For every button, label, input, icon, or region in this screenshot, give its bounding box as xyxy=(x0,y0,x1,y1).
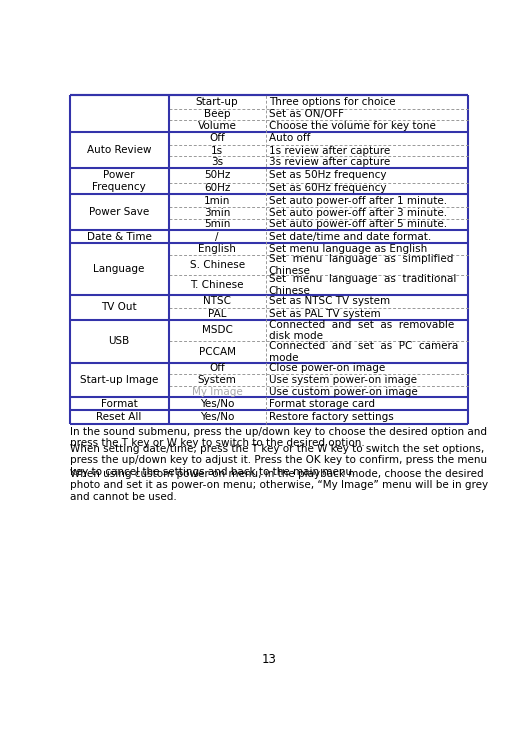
Text: Start-up: Start-up xyxy=(196,97,238,107)
Text: Auto off: Auto off xyxy=(269,133,310,143)
Text: Use system power-on image: Use system power-on image xyxy=(269,375,417,385)
Text: Connected  and  set  as  PC  camera
mode: Connected and set as PC camera mode xyxy=(269,341,458,363)
Text: Set auto power-off after 1 minute.: Set auto power-off after 1 minute. xyxy=(269,195,447,206)
Text: Restore factory settings: Restore factory settings xyxy=(269,412,393,422)
Text: Use custom power-on image: Use custom power-on image xyxy=(269,387,417,397)
Text: Set as ON/OFF: Set as ON/OFF xyxy=(269,110,344,119)
Text: Off: Off xyxy=(209,133,225,143)
Text: System: System xyxy=(198,375,237,385)
Text: Auto Review: Auto Review xyxy=(87,145,151,155)
Text: Close power-on image: Close power-on image xyxy=(269,363,385,373)
Text: 3min: 3min xyxy=(204,208,230,218)
Text: Date & Time: Date & Time xyxy=(87,232,152,242)
Text: Volume: Volume xyxy=(198,121,237,131)
Text: Yes/No: Yes/No xyxy=(200,412,234,422)
Text: Beep: Beep xyxy=(204,110,230,119)
Text: 3s: 3s xyxy=(211,157,223,167)
Text: 1min: 1min xyxy=(204,195,230,206)
Text: Set menu language as English: Set menu language as English xyxy=(269,244,427,254)
Text: Choose the volume for key tone: Choose the volume for key tone xyxy=(269,121,436,131)
Text: MSDC: MSDC xyxy=(202,325,233,336)
Text: PAL: PAL xyxy=(208,309,226,319)
Text: T. Chinese: T. Chinese xyxy=(191,280,244,290)
Text: Power
Frequency: Power Frequency xyxy=(92,170,146,192)
Text: Format: Format xyxy=(101,399,138,409)
Text: Off: Off xyxy=(209,363,225,373)
Text: USB: USB xyxy=(109,336,130,346)
Text: NTSC: NTSC xyxy=(203,297,231,306)
Text: /: / xyxy=(215,232,219,242)
Text: Connected  and  set  as  removable
disk mode: Connected and set as removable disk mode xyxy=(269,320,454,341)
Text: Set as 50Hz frequency: Set as 50Hz frequency xyxy=(269,170,386,180)
Text: In the sound submenu, press the up/down key to choose the desired option and
pre: In the sound submenu, press the up/down … xyxy=(69,427,487,448)
Text: 13: 13 xyxy=(261,653,277,665)
Text: When using custom power-on menu, in the playback mode, choose the desired
photo : When using custom power-on menu, in the … xyxy=(69,469,488,502)
Text: My Image: My Image xyxy=(192,387,243,397)
Text: PCCAM: PCCAM xyxy=(198,347,236,357)
Text: Set  menu  language  as  simplified
Chinese: Set menu language as simplified Chinese xyxy=(269,254,453,276)
Text: Set auto power-off after 3 minute.: Set auto power-off after 3 minute. xyxy=(269,208,447,218)
Text: Set date/time and date format.: Set date/time and date format. xyxy=(269,232,431,242)
Text: 1s review after capture: 1s review after capture xyxy=(269,146,390,155)
Text: Format storage card: Format storage card xyxy=(269,399,375,409)
Text: Set  menu  language  as  traditional
Chinese: Set menu language as traditional Chinese xyxy=(269,274,456,296)
Text: Power Save: Power Save xyxy=(89,207,149,217)
Text: 50Hz: 50Hz xyxy=(204,170,230,180)
Text: Set as 60Hz frequency: Set as 60Hz frequency xyxy=(269,183,386,193)
Text: Set auto power-off after 5 minute.: Set auto power-off after 5 minute. xyxy=(269,219,447,230)
Text: Start-up Image: Start-up Image xyxy=(80,375,159,385)
Text: TV Out: TV Out xyxy=(101,302,137,312)
Text: 3s review after capture: 3s review after capture xyxy=(269,157,390,167)
Text: 1s: 1s xyxy=(211,146,223,155)
Text: S. Chinese: S. Chinese xyxy=(190,260,245,270)
Text: Language: Language xyxy=(93,264,145,274)
Text: When setting date/time, press the T key or the W key to switch the set options,
: When setting date/time, press the T key … xyxy=(69,444,487,477)
Text: Reset All: Reset All xyxy=(97,412,142,422)
Text: Three options for choice: Three options for choice xyxy=(269,97,395,107)
Text: 60Hz: 60Hz xyxy=(204,183,230,193)
Text: Set as PAL TV system: Set as PAL TV system xyxy=(269,309,380,319)
Text: Yes/No: Yes/No xyxy=(200,399,234,409)
Text: English: English xyxy=(198,244,236,254)
Text: Set as NTSC TV system: Set as NTSC TV system xyxy=(269,297,390,306)
Text: 5min: 5min xyxy=(204,219,230,230)
